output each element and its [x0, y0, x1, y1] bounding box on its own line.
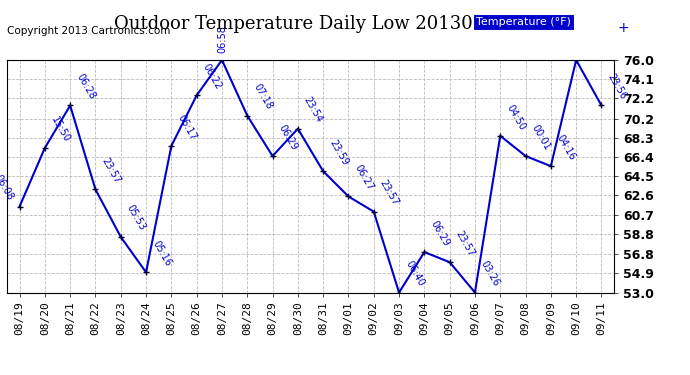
Text: 23:57: 23:57 — [454, 229, 477, 258]
Text: 23:59: 23:59 — [327, 138, 350, 167]
Text: 15:50: 15:50 — [49, 114, 72, 144]
Text: 03:26: 03:26 — [479, 259, 502, 288]
Text: 04:50: 04:50 — [504, 102, 527, 132]
Text: 06:17: 06:17 — [175, 112, 198, 142]
Text: Outdoor Temperature Daily Low 20130912: Outdoor Temperature Daily Low 20130912 — [114, 15, 507, 33]
Text: 06:40: 06:40 — [403, 259, 426, 288]
Text: 06:58: 06:58 — [217, 25, 227, 53]
Text: 06:28: 06:28 — [75, 72, 97, 101]
Text: 07:18: 07:18 — [251, 82, 274, 111]
Text: 23:56: 23:56 — [606, 72, 629, 101]
Text: 06:29: 06:29 — [428, 219, 451, 248]
Text: Copyright 2013 Cartronics.com: Copyright 2013 Cartronics.com — [7, 26, 170, 36]
Text: 06:27: 06:27 — [353, 163, 375, 192]
Text: 23:54: 23:54 — [302, 95, 325, 124]
Text: +: + — [618, 21, 629, 34]
Text: Temperature (°F): Temperature (°F) — [476, 17, 571, 27]
Text: 06:22: 06:22 — [201, 62, 224, 91]
Text: 05:53: 05:53 — [125, 204, 148, 233]
Text: 00:01: 00:01 — [530, 123, 552, 152]
Text: 05:16: 05:16 — [150, 239, 172, 268]
Text: 06:08: 06:08 — [0, 173, 15, 202]
Text: 04:16: 04:16 — [555, 133, 578, 162]
Text: 06:29: 06:29 — [277, 123, 299, 152]
Text: 23:57: 23:57 — [99, 156, 122, 185]
Text: 23:57: 23:57 — [378, 178, 401, 207]
